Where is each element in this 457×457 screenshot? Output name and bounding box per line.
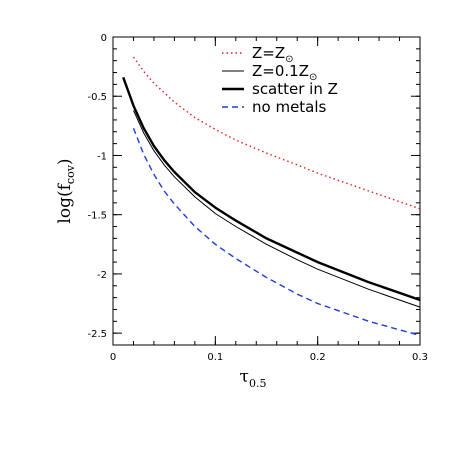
legend-label-2: scatter in Z bbox=[252, 80, 338, 98]
y-axis-label-main: log(f bbox=[55, 182, 75, 223]
legend: Z=Z⊙Z=0.1Z⊙scatter in Zno metals bbox=[222, 44, 338, 116]
series-line-2 bbox=[122, 76, 421, 302]
x-tick-label-2: 0.2 bbox=[310, 352, 326, 363]
tick-labels: 0 0.1 0.2 0.3 0 -0.5 -1 -1.5 -2 -2.5 bbox=[87, 33, 427, 363]
y-axis-label-close: ) bbox=[55, 158, 75, 165]
y-tick-label-0: 0 bbox=[101, 33, 107, 44]
series-lines bbox=[122, 56, 421, 337]
y-tick-label-3: -1.5 bbox=[87, 211, 107, 222]
series-line-3 bbox=[132, 127, 421, 337]
major-ticks bbox=[112, 36, 421, 345]
y-axis-label-sub: cov bbox=[64, 164, 77, 184]
legend-label-main-0: Z=Z bbox=[252, 44, 285, 62]
legend-label-0: Z=Z⊙ bbox=[252, 44, 294, 65]
y-tick-label-5: -2.5 bbox=[87, 329, 107, 340]
x-axis-label-sub: 0.5 bbox=[249, 377, 267, 390]
legend-label-sub-1: ⊙ bbox=[309, 72, 317, 83]
series-line-1 bbox=[133, 110, 421, 308]
legend-label-main-3: no metals bbox=[252, 98, 327, 116]
x-axis-label-main: τ bbox=[240, 367, 249, 387]
y-tick-label-2: -1 bbox=[97, 151, 107, 162]
y-tick-label-4: -2 bbox=[97, 270, 107, 281]
legend-label-1: Z=0.1Z⊙ bbox=[252, 62, 317, 83]
legend-label-main-2: scatter in Z bbox=[252, 80, 338, 98]
x-axis-label: τ0.5 bbox=[240, 367, 267, 390]
series-line-0 bbox=[132, 56, 421, 210]
legend-label-3: no metals bbox=[252, 98, 327, 116]
y-axis-label: log(fcov) bbox=[55, 158, 77, 223]
x-tick-label-0: 0 bbox=[110, 352, 116, 363]
x-tick-label-1: 0.1 bbox=[207, 352, 223, 363]
y-tick-label-1: -0.5 bbox=[87, 92, 107, 103]
x-tick-label-3: 0.3 bbox=[412, 352, 428, 363]
legend-label-sub-0: ⊙ bbox=[285, 54, 293, 65]
legend-label-main-1: Z=0.1Z bbox=[252, 62, 309, 80]
